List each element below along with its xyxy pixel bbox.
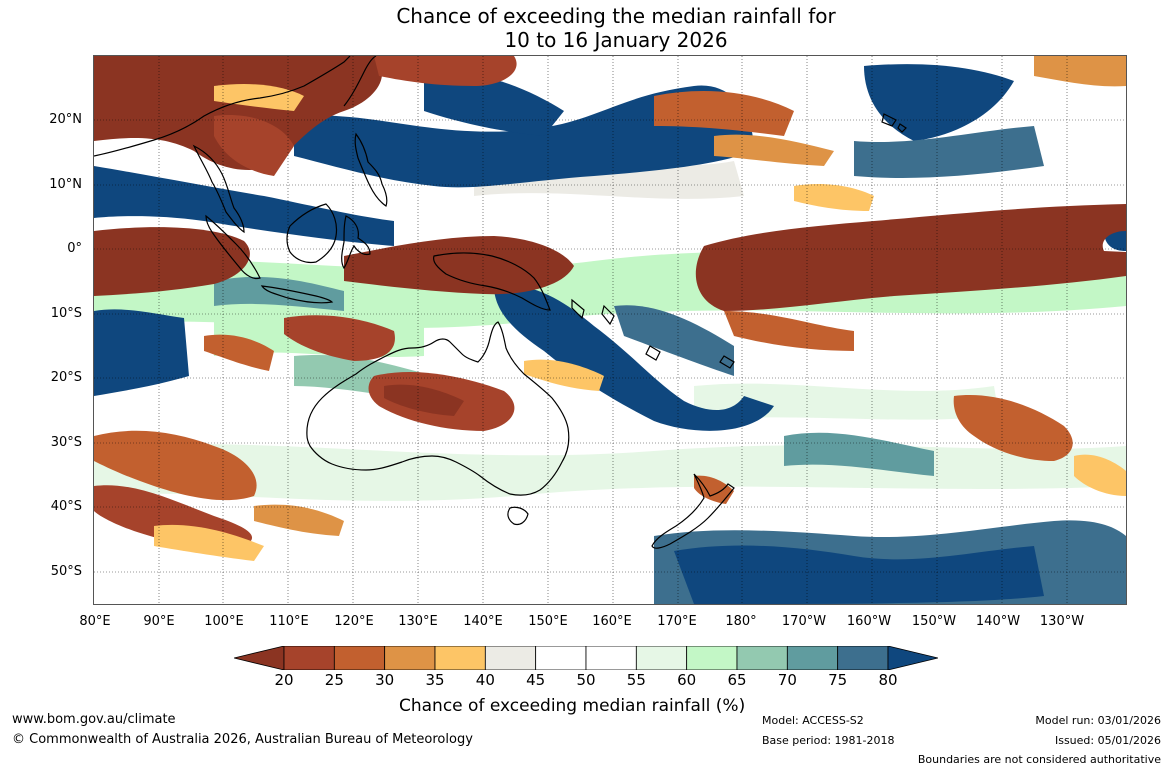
sulawesi-coastline xyxy=(341,215,371,270)
map-title-line2: 10 to 16 January 2026 xyxy=(504,28,728,52)
lon-label-160w: 160°W xyxy=(846,614,892,629)
colorbar-segment-25-30 xyxy=(333,646,386,670)
wet-regions xyxy=(94,64,1126,604)
colorbar-tick-70: 70 xyxy=(777,671,797,689)
lon-label-140w: 140°W xyxy=(975,614,1021,629)
colorbar-tick-40: 40 xyxy=(475,671,495,689)
lon-label-110e: 110°E xyxy=(269,614,309,629)
new-zealand-coastline xyxy=(651,473,735,549)
rainfall-map-canvas xyxy=(94,56,1126,604)
colorbar-tick-20: 20 xyxy=(274,671,294,689)
lon-label-160e: 160°E xyxy=(592,614,632,629)
footer-model-run: Model run: 03/01/2026 xyxy=(1035,714,1161,727)
lat-label-40s: 40°S xyxy=(50,499,82,514)
footer-model: Model: ACCESS-S2 xyxy=(762,714,864,727)
tasmania-coastline xyxy=(507,506,529,526)
lon-label-150w: 150°W xyxy=(911,614,957,629)
rainfall-map[interactable] xyxy=(93,55,1127,605)
lon-label-170e: 170°E xyxy=(657,614,697,629)
lon-label-130e: 130°E xyxy=(398,614,438,629)
lon-label-140e: 140°E xyxy=(463,614,503,629)
colorbar-tick-25: 25 xyxy=(324,671,344,689)
colorbar-tick-65: 65 xyxy=(727,671,747,689)
lat-label-10s: 10°S xyxy=(50,306,82,321)
colorbar-segment-30-35 xyxy=(384,646,436,670)
footer-copyright: © Commonwealth of Australia 2026, Austra… xyxy=(12,732,473,747)
dry-regions xyxy=(94,56,1126,561)
asia-coastline xyxy=(94,56,351,157)
footer-website[interactable]: www.bom.gov.au/climate xyxy=(12,712,176,727)
colorbar-segment-60-65 xyxy=(686,646,738,670)
colorbar-tick-50: 50 xyxy=(576,671,596,689)
lat-label-10n: 10°N xyxy=(49,177,82,192)
lon-label-90e: 90°E xyxy=(143,614,175,629)
colorbar-segment-75-80 xyxy=(837,646,889,670)
lon-label-100e: 100°E xyxy=(204,614,244,629)
colorbar-tick-45: 45 xyxy=(526,671,546,689)
colorbar-tick-80: 80 xyxy=(878,671,898,689)
colorbar-segment-45-50 xyxy=(535,646,587,670)
colorbar-tick-60: 60 xyxy=(677,671,697,689)
lat-label-0: 0° xyxy=(67,241,82,256)
colorbar-title: Chance of exceeding median rainfall (%) xyxy=(399,696,746,716)
lon-label-120e: 120°E xyxy=(334,614,374,629)
footer-base-period: Base period: 1981-2018 xyxy=(762,734,895,747)
colorbar xyxy=(234,646,938,670)
colorbar-segment-35-40 xyxy=(434,646,486,670)
new-guinea-coastline xyxy=(433,252,551,311)
lon-label-130w: 130°W xyxy=(1039,614,1085,629)
lat-label-20s: 20°S xyxy=(50,370,82,385)
colorbar-segment-55-60 xyxy=(635,646,688,670)
lon-label-170w: 170°W xyxy=(781,614,827,629)
lon-label-180: 180° xyxy=(725,614,757,629)
pacific-islands xyxy=(571,113,907,369)
colorbar-segment-65-70 xyxy=(736,646,788,670)
lat-label-30s: 30°S xyxy=(50,435,82,450)
lon-label-150e: 150°E xyxy=(528,614,568,629)
colorbar-segment-20-25 xyxy=(283,646,335,670)
lon-label-80e: 80°E xyxy=(79,614,111,629)
map-title: Chance of exceeding the median rainfall … xyxy=(0,4,1173,52)
java-coastline xyxy=(260,285,334,304)
sumatra-coastline xyxy=(205,214,261,280)
lat-label-50s: 50°S xyxy=(50,564,82,579)
footer-boundaries-note: Boundaries are not considered authoritat… xyxy=(917,753,1161,766)
colorbar-tick-55: 55 xyxy=(626,671,646,689)
japan-coastline xyxy=(343,56,377,107)
colorbar-tick-35: 35 xyxy=(425,671,445,689)
colorbar-tick-75: 75 xyxy=(828,671,848,689)
colorbar-tick-30: 30 xyxy=(375,671,395,689)
indochina-coastline xyxy=(192,144,245,234)
graticule xyxy=(94,56,1126,604)
colorbar-under-arrow xyxy=(234,646,285,670)
australia-coastline xyxy=(306,321,570,496)
colorbar-segment-50-55 xyxy=(585,646,637,670)
colorbar-segment-70-75 xyxy=(786,646,839,670)
philippines-coastline xyxy=(354,132,388,207)
colorbar-segment-40-45 xyxy=(484,646,537,670)
colorbar-over-arrow xyxy=(887,646,938,670)
footer-issued: Issued: 05/01/2026 xyxy=(1054,734,1161,747)
map-title-line1: Chance of exceeding the median rainfall … xyxy=(396,4,836,28)
lat-label-20n: 20°N xyxy=(49,112,82,127)
borneo-coastline xyxy=(286,203,338,264)
